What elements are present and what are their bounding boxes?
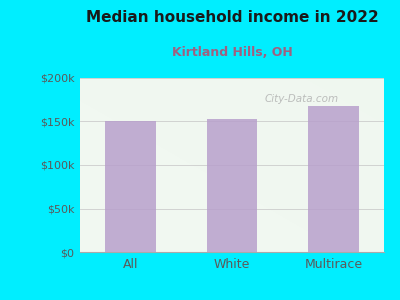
Bar [308, 106, 359, 252]
Text: City-Data.com: City-Data.com [265, 94, 339, 104]
Text: Median household income in 2022: Median household income in 2022 [86, 11, 378, 26]
Bar [207, 119, 257, 252]
Bar [105, 122, 156, 252]
Text: Kirtland Hills, OH: Kirtland Hills, OH [172, 46, 292, 59]
